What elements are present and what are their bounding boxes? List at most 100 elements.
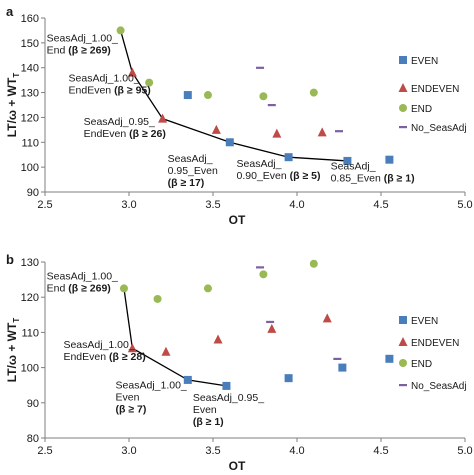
y-tick-label: 120 bbox=[21, 292, 39, 304]
panel-a-letter: a bbox=[6, 4, 14, 19]
annotation-line: 0.95_Even bbox=[168, 165, 218, 177]
legend-label-endeven: ENDEVEN bbox=[411, 338, 459, 349]
annotation-beta: (β ≥ 17) bbox=[168, 177, 205, 189]
y-axis-title-main: LT/ω + WT bbox=[5, 77, 19, 137]
annotation-text: 0.90_Even bbox=[237, 170, 290, 182]
annotation-line: EndEven (β ≥ 28) bbox=[63, 351, 145, 363]
y-tick-label: 110 bbox=[21, 137, 39, 149]
y-tick-label: 90 bbox=[27, 398, 39, 410]
frontier-annotation: SeasAdj_1.00_ Even (β ≥ 7) bbox=[116, 380, 187, 416]
frontier-annotation: SeasAdj_0.95_ EndEven (β ≥ 26) bbox=[84, 116, 166, 140]
endeven-point bbox=[317, 127, 327, 137]
panel-b-chart: b 80 90 100 110 120 130 2.5 3.0 3.5 4.0 4.5 5.0 OT LT… bbox=[5, 252, 473, 473]
y-tick-label: 130 bbox=[21, 88, 39, 100]
legend-label-end: END bbox=[411, 104, 432, 115]
x-tick-label: 3.0 bbox=[121, 199, 136, 211]
x-tick-label: 4.0 bbox=[289, 445, 304, 457]
no_seasadj-point bbox=[266, 320, 275, 324]
x-axis-title: OT bbox=[229, 213, 246, 227]
annotation-line: (β ≥ 1) bbox=[193, 416, 224, 428]
annotation-line: (β ≥ 17) bbox=[168, 177, 205, 189]
even-point bbox=[225, 138, 234, 147]
legend-marker-even bbox=[399, 316, 407, 324]
no_seasadj-point bbox=[335, 130, 343, 133]
annotation-line: SeasAdj_ bbox=[237, 158, 282, 170]
y-axis-title-subscript: T bbox=[12, 318, 21, 323]
annotation-line: EndEven (β ≥ 26) bbox=[84, 128, 166, 140]
even-point bbox=[385, 155, 394, 164]
annotation-text: EndEven bbox=[69, 84, 115, 96]
endeven-point bbox=[161, 346, 171, 356]
y-tick-label: 120 bbox=[21, 112, 39, 124]
annotation-line: Even bbox=[193, 404, 217, 416]
annotation-beta: (β ≥ 7) bbox=[116, 404, 147, 416]
annotation-beta: (β ≥ 1) bbox=[384, 173, 415, 185]
even-point bbox=[183, 91, 192, 100]
annotation-line: SeasAdj_1.00_ bbox=[116, 380, 187, 392]
end-point bbox=[309, 88, 318, 97]
end-point bbox=[259, 270, 268, 279]
endeven-point bbox=[267, 323, 277, 333]
legend-marker-end bbox=[399, 359, 407, 367]
x-axis-title: OT bbox=[229, 459, 246, 473]
end-point bbox=[203, 284, 212, 293]
annotation-line: SeasAdj_0.95_ bbox=[84, 116, 155, 128]
frontier-annotation: SeasAdj_1.00_ EndEven (β ≥ 95) bbox=[69, 72, 151, 96]
frontier-annotation: SeasAdj_1.00_ End (β ≥ 269) bbox=[47, 271, 118, 295]
legend-label-endeven: ENDEVEN bbox=[411, 84, 459, 95]
end-point bbox=[203, 91, 212, 100]
x-tick-label: 4.0 bbox=[289, 199, 304, 211]
no_seasadj-point bbox=[256, 266, 265, 269]
even-point bbox=[343, 156, 352, 165]
annotation-line: Even bbox=[116, 392, 140, 404]
no_seasadj-point bbox=[267, 104, 276, 107]
frontier-annotation: SeasAdj_1.00_ EndEven (β ≥ 28) bbox=[63, 339, 145, 363]
y-tick-label: 140 bbox=[21, 63, 39, 75]
annotation-text: EndEven bbox=[84, 128, 130, 140]
even-point bbox=[222, 381, 231, 390]
y-tick-label: 90 bbox=[27, 187, 39, 199]
y-axis-title-main: LT/ω + WT bbox=[5, 322, 19, 382]
x-tick-label: 4.5 bbox=[373, 445, 388, 457]
annotation-line: EndEven (β ≥ 95) bbox=[69, 84, 151, 96]
frontier-annotation: SeasAdj_ 0.90_Even (β ≥ 5) bbox=[237, 158, 321, 182]
x-tick-label: 3.0 bbox=[121, 445, 136, 457]
even-point bbox=[385, 354, 394, 363]
annotation-line: End (β ≥ 269) bbox=[47, 45, 111, 57]
annotation-line: End (β ≥ 269) bbox=[47, 283, 111, 295]
y-axis-title-subscript: T bbox=[12, 73, 21, 78]
x-tick-label: 5.0 bbox=[457, 199, 472, 211]
y-axis-title: LT/ω + WTT bbox=[5, 73, 21, 138]
even-point bbox=[183, 375, 192, 384]
annotation-line: SeasAdj_ bbox=[331, 161, 376, 173]
annotation-line: SeasAdj_0.95_ bbox=[193, 392, 264, 404]
legend-label-no_seasadj: No_SeasAdj bbox=[411, 123, 467, 134]
annotation-text: 0.85_Even bbox=[331, 173, 384, 185]
end-point bbox=[259, 92, 268, 101]
legend-label-no_seasadj: No_SeasAdj bbox=[411, 381, 467, 392]
x-tick-label: 4.5 bbox=[373, 199, 388, 211]
end-point bbox=[119, 284, 128, 293]
endeven-point bbox=[127, 67, 137, 77]
end-point bbox=[309, 259, 318, 268]
y-tick-label: 130 bbox=[21, 257, 39, 269]
frontier-annotation: SeasAdj_ 0.85_Even (β ≥ 1) bbox=[331, 161, 415, 185]
y-tick-label: 80 bbox=[27, 433, 39, 445]
panel-a-chart: a 90 100 110 120 130 140 150 160 2.5 3.0 3.5 4.0 4.5… bbox=[5, 4, 473, 227]
frontier-line bbox=[123, 288, 227, 387]
endeven-point bbox=[158, 113, 168, 123]
legend-marker-endeven bbox=[398, 83, 408, 92]
y-tick-label: 100 bbox=[21, 162, 39, 174]
annotation-beta: (β ≥ 269) bbox=[68, 45, 111, 57]
annotation-line: 0.85_Even (β ≥ 1) bbox=[331, 173, 415, 185]
annotation-beta: (β ≥ 95) bbox=[114, 84, 151, 96]
annotation-beta: (β ≥ 5) bbox=[290, 170, 321, 182]
annotation-line: (β ≥ 7) bbox=[116, 404, 147, 416]
y-tick-label: 100 bbox=[21, 363, 39, 375]
annotation-beta: (β ≥ 1) bbox=[193, 416, 224, 428]
annotation-line: SeasAdj_ bbox=[168, 153, 213, 165]
endeven-point bbox=[211, 124, 221, 134]
no_seasadj-point bbox=[256, 66, 265, 69]
even-point bbox=[338, 363, 347, 372]
